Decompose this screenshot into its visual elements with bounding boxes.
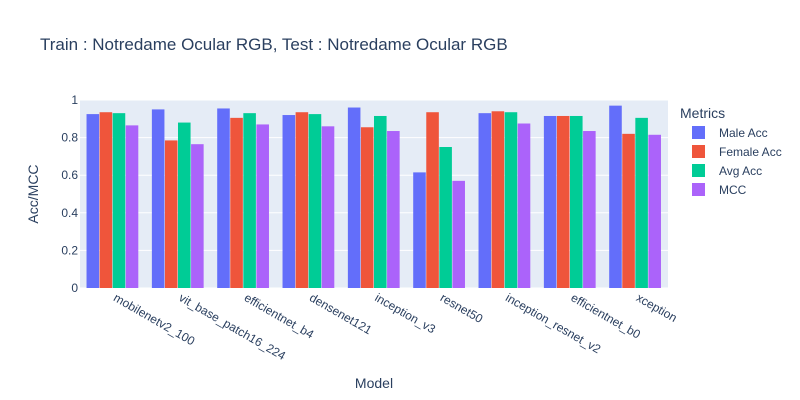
bar [282, 115, 296, 288]
y-tick-label: 0 [71, 281, 78, 295]
series-3 [125, 123, 661, 288]
legend-swatch[interactable] [692, 183, 705, 196]
bar [308, 114, 322, 288]
bar [543, 115, 557, 288]
bar [387, 131, 400, 288]
legend: Metrics Male Acc Female Acc Avg Acc MCC [680, 105, 782, 197]
series-2 [112, 112, 648, 288]
bar [191, 144, 204, 288]
bar [178, 122, 191, 288]
y-tick-label: 0.6 [61, 168, 78, 182]
bar [217, 108, 230, 289]
bar [648, 134, 661, 288]
y-axis-title: Acc/MCC [25, 164, 41, 223]
legend-label: Male Acc [719, 126, 768, 140]
y-tick-label: 0.2 [61, 243, 78, 257]
x-axis-title: Model [355, 375, 393, 391]
bar [295, 112, 309, 288]
bar [86, 114, 100, 288]
bar [609, 105, 622, 288]
bar [164, 140, 178, 288]
legend-swatch[interactable] [692, 164, 705, 177]
bar [439, 147, 452, 288]
bar [517, 123, 531, 288]
bar [635, 117, 648, 288]
series-1 [99, 111, 635, 288]
legend-label: Avg Acc [719, 164, 762, 178]
legend-swatch[interactable] [692, 126, 705, 139]
bar [230, 117, 243, 288]
bar [374, 115, 387, 288]
bar [491, 111, 505, 288]
bar [478, 113, 492, 288]
legend-label: Female Acc [719, 145, 782, 159]
bar [243, 113, 256, 288]
bars [86, 105, 661, 289]
bar [125, 125, 139, 288]
y-tick-label: 0.4 [61, 206, 78, 220]
legend-title: Metrics [680, 105, 725, 121]
bar [452, 180, 465, 288]
bar [321, 126, 335, 288]
bar [347, 107, 361, 289]
legend-swatch[interactable] [692, 145, 705, 158]
legend-label: MCC [719, 183, 747, 197]
y-tick-label: 0.8 [61, 131, 78, 145]
bar [556, 115, 570, 288]
series-0 [86, 105, 622, 289]
bar [570, 115, 583, 288]
bar [622, 133, 635, 288]
chart-title: Train : Notredame Ocular RGB, Test : Not… [40, 35, 508, 54]
bar [112, 113, 126, 288]
bar [256, 124, 269, 288]
bar [426, 112, 439, 288]
bar [99, 112, 113, 288]
bar [360, 127, 374, 288]
y-axis-ticks: 0 0.2 0.4 0.6 0.8 1 [61, 93, 78, 295]
bar [504, 112, 518, 288]
y-tick-label: 1 [71, 93, 78, 107]
bar [413, 172, 426, 288]
bar [151, 109, 165, 289]
bar [583, 131, 596, 288]
